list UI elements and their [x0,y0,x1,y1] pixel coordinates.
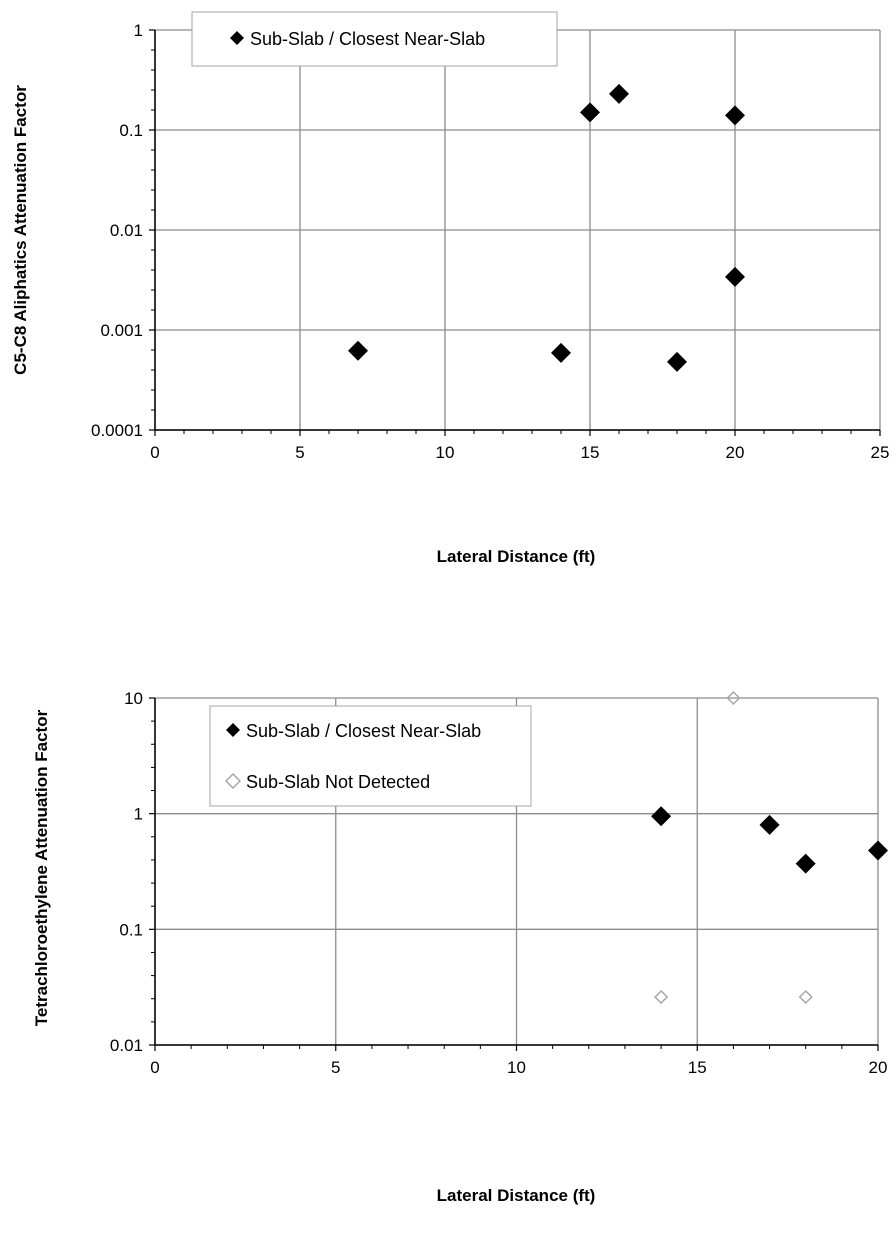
chart2-data-points [651,690,888,1005]
chart1-data-point-filled-diamond [580,102,600,123]
chart1-legend: Sub-Slab / Closest Near-Slab [191,11,558,67]
chart1-data-point-filled-diamond [348,340,368,361]
chart1-x-tick-label: 0 [150,443,159,462]
chart2-y-tick-label: 0.01 [110,1036,143,1055]
chart1-x-tick-label: 5 [295,443,304,462]
chart2-x-tick-label: 5 [331,1058,340,1077]
chart1-x-tick-label: 15 [581,443,600,462]
chart-tetrachloroethylene: 0 5 10 15 20 0.01 0.1 1 10 Lateral Distance (ft… [32,689,888,1205]
chart2-x-tick-label: 20 [869,1058,888,1077]
chart1-gridlines [154,29,881,431]
chart2-x-tick-label: 15 [688,1058,707,1077]
chart2-y-tick-label: 0.1 [119,920,143,939]
chart2-x-ticks: 0 5 10 15 20 [150,1045,887,1077]
chart2-legend-marker-open-diamond [224,772,242,790]
chart1-y-tick-label: 0.01 [110,221,143,240]
chart2-legend-entry-subslab: Sub-Slab / Closest Near-Slab [246,721,481,741]
chart1-y-axis-label: C5-C8 Aliphatics Attenuation Factor [11,85,30,375]
chart1-data-point-filled-diamond [609,83,629,104]
chart1-y-tick-label: 0.1 [119,121,143,140]
chart2-y-axis-label: Tetrachloroethylene Attenuation Factor [32,709,51,1026]
chart2-y-tick-label: 1 [134,805,143,824]
chart1-x-tick-label: 10 [436,443,455,462]
chart1-x-tick-label: 25 [871,443,890,462]
chart2-data-point-open-diamond [654,989,669,1005]
chart2-x-tick-label: 10 [507,1058,526,1077]
chart2-x-tick-label: 0 [150,1058,159,1077]
chart1-y-tick-label: 1 [134,21,143,40]
chart2-data-point-open-diamond [726,690,741,706]
chart2-legend-marker-filled-diamond [226,723,240,737]
chart1-legend-marker-filled-diamond [230,31,244,45]
chart2-data-point-filled-diamond [759,814,780,835]
chart-c5-c8-aliphatics: 0 5 10 15 20 25 0.0001 0.001 0.01 0.1 1 Lateral D… [11,11,889,566]
chart1-data-point-filled-diamond [551,342,571,363]
chart2-legend: Sub-Slab / Closest Near-Slab Sub-Slab No… [209,705,532,807]
chart1-data-point-filled-diamond [725,105,745,126]
chart2-data-point-open-diamond [798,989,813,1005]
chart2-y-tick-label: 10 [124,689,143,708]
chart1-x-axis-label: Lateral Distance (ft) [437,547,596,566]
chart2-data-point-filled-diamond [795,853,816,874]
chart2-legend-box [209,705,532,807]
chart1-legend-box [191,11,558,67]
chart2-data-point-filled-diamond [868,840,888,861]
chart2-x-axis-label: Lateral Distance (ft) [437,1186,596,1205]
chart2-data-point-filled-diamond [651,806,672,827]
chart1-x-tick-label: 20 [726,443,745,462]
chart1-data-point-filled-diamond [725,266,745,287]
chart1-legend-entry-subslab: Sub-Slab / Closest Near-Slab [250,29,485,49]
chart1-data-point-filled-diamond [667,351,687,372]
chart1-y-tick-label: 0.001 [100,321,143,340]
chart2-legend-entry-not-detected: Sub-Slab Not Detected [246,772,430,792]
chart1-y-ticks: 0.0001 0.001 0.01 0.1 1 [91,21,155,440]
chart1-x-ticks: 0 5 10 15 20 25 [150,430,889,462]
chart1-y-tick-label: 0.0001 [91,421,143,440]
chart1-data-points [348,83,745,372]
chart2-y-ticks: 0.01 0.1 1 10 [110,689,155,1055]
